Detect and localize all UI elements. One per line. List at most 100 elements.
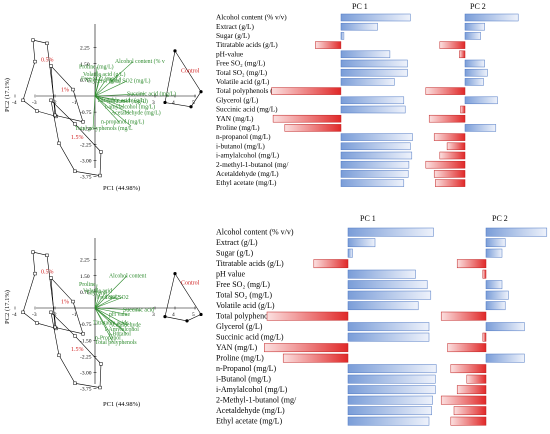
bar-pc2-13: [450, 364, 487, 374]
loading-arrow: [94, 95, 132, 127]
sample-point: [81, 332, 85, 336]
variable-label: Acetaldehyde (mg/L): [216, 169, 279, 178]
bar-pc2-8: [425, 87, 466, 95]
loading-arrow: [94, 95, 128, 102]
bar-pc2-10: [460, 105, 466, 114]
variable-label: Titratable acids (g/L): [216, 259, 284, 268]
y-tick-label: -0.75: [80, 322, 92, 328]
sample-point: [21, 310, 25, 314]
variable-label: Succinic acid (mg/L): [216, 105, 278, 114]
sample-point: [81, 120, 85, 124]
bar-pc2-3: [439, 41, 466, 49]
sample-point: [163, 100, 167, 105]
sample-point: [33, 59, 37, 64]
variable-label: i-Butanol (mg/L): [216, 375, 271, 384]
bar-pc1-3: [313, 259, 349, 269]
bar-pc2-15: [456, 385, 487, 395]
variable-label: Total polyphenols (mg/L: [216, 86, 289, 95]
bar-pc2-0: [485, 227, 548, 237]
bar-pc1-0: [347, 227, 434, 237]
group-hull-control: [164, 50, 202, 108]
bar-pc1-18: [340, 179, 405, 187]
sample-point: [98, 173, 102, 178]
y-tick-label: -1.50: [80, 126, 92, 132]
bar-pc1-16: [347, 395, 433, 405]
loading-label: Titratable acids: [93, 321, 129, 327]
bar-pc1-15: [340, 151, 413, 160]
group-label: 1.5%: [71, 347, 84, 353]
variable-label: Glycerol (g/L): [216, 322, 263, 331]
column-title-pc-2: PC 2: [492, 214, 508, 223]
variable-label: i-amylalcohol (mg/L): [216, 151, 280, 160]
sample-point: [31, 250, 35, 254]
loading-label: Acetaldehyde: [109, 323, 141, 329]
bar-pc2-5: [464, 59, 485, 68]
bar-pc2-1: [464, 22, 485, 31]
x-axis-title: PC1 (44.98%): [103, 401, 140, 408]
loading-label: Titratable acids (g/L): [97, 97, 146, 104]
y-tick-label: -2.25: [80, 142, 92, 148]
sample-point: [57, 353, 61, 357]
loading-label: n-propanol (mg/L): [101, 118, 144, 125]
bar-pc2-6: [485, 290, 509, 300]
bar-pc1-11: [264, 343, 349, 353]
loading-arrow: [94, 93, 146, 97]
x-tick-label: -4: [12, 312, 17, 318]
group-label: 0.5%: [41, 270, 54, 276]
loading-label: Acetaldehyde (mg/L): [111, 110, 161, 117]
sample-point: [49, 276, 53, 280]
sample-point: [173, 49, 177, 53]
loading-label: pH value: [109, 312, 131, 318]
variable-label: Sugar (g/L): [216, 249, 253, 258]
y-tick-label: 1.50: [80, 274, 90, 280]
bar-pc1-12: [284, 124, 342, 132]
bar-pc1-12: [282, 353, 349, 363]
loading-label: Total SO2: [105, 295, 129, 301]
sample-point: [35, 109, 39, 113]
variable-label: 2-methyl-1-butanol (mg/: [216, 160, 289, 169]
sample-point: [73, 169, 77, 173]
sample-point: [45, 253, 49, 257]
bar-pc1-6: [347, 290, 432, 300]
loading-label: i-Butanol: [109, 331, 131, 337]
bar-pc2-3: [456, 259, 487, 269]
bar-pc1-5: [340, 59, 408, 68]
bar-pc2-18: [450, 416, 487, 426]
loading-label: Total polyphenols: [95, 340, 137, 346]
variable-label: Extract (g/L): [216, 22, 254, 31]
loading-label: Glycerol: [87, 290, 108, 296]
bar-pc1-10: [340, 105, 406, 114]
bar-pc2-7: [485, 301, 506, 311]
loading-label: Succinic acid: [123, 308, 154, 314]
sample-point: [199, 90, 203, 94]
sample-point: [73, 381, 77, 385]
loading-arrow: [94, 292, 106, 309]
bar-pc2-1: [485, 238, 506, 248]
loading-arrow: [94, 95, 124, 108]
variable-label: Ethyl acetate (mg/L): [216, 417, 283, 426]
y-tick-label: -3.75: [80, 387, 92, 393]
loading-arrow: [94, 290, 102, 309]
variable-label: Alcohol content (% v/v): [216, 228, 294, 237]
loading-bar-chart-bottom: PC 1 PC 2 Alcohol content (% v/v)Extract (…: [216, 214, 548, 426]
loading-arrow: [94, 307, 128, 326]
column-title-pc-1: PC 1: [360, 214, 376, 223]
variable-label: n-Propanol (mg/L): [216, 364, 277, 373]
sample-point: [21, 98, 25, 102]
sample-point: [185, 319, 189, 323]
x-tick-label: 3: [152, 100, 155, 106]
variable-label: Titratable acids (g/L): [216, 40, 278, 49]
bar-pc1-14: [340, 142, 411, 151]
bar-pc2-9: [464, 96, 498, 105]
variable-label: YAN (mg/L): [216, 343, 257, 352]
loading-label: Volatile acid (g/L): [83, 71, 125, 78]
loading-arrow: [94, 307, 114, 339]
pca-biplot-top: -4 -3 -2 -1 3 4 52.251.500.75-0.75-1.50-2.25-3…: [4, 24, 203, 192]
variable-label: Extract (g/L): [216, 238, 258, 247]
sample-point: [163, 315, 167, 319]
x-tick-label: 4: [172, 100, 175, 106]
x-tick-label: -1: [72, 312, 77, 318]
bar-pc1-13: [340, 133, 413, 141]
loading-arrow: [94, 296, 116, 309]
y-axis-title: PC2 (17.1%): [4, 78, 11, 112]
